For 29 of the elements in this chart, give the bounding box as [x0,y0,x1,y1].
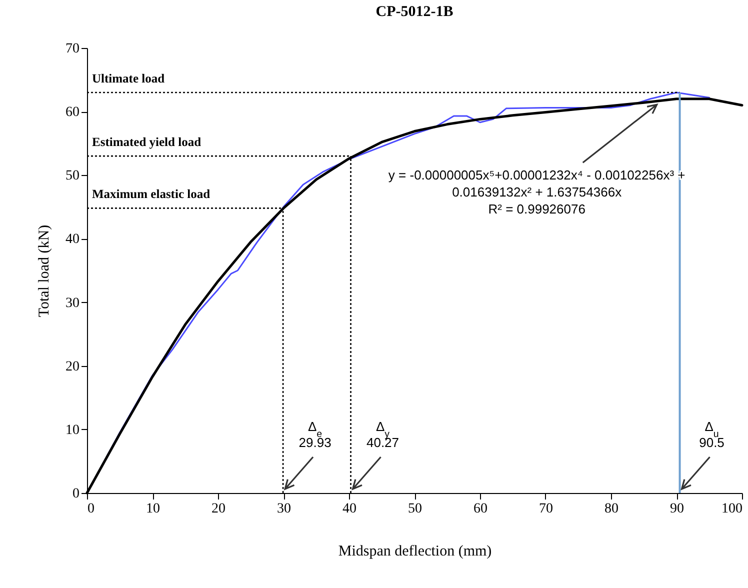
ref-line-label: Maximum elastic load [92,187,210,202]
y-tick-label: 30 [66,296,80,311]
x-tick-label: 50 [408,502,422,516]
y-tick-label: 0 [72,486,80,502]
y-tick-label: 70 [66,42,80,56]
y-tick-label: 40 [66,232,80,248]
x-tick-label: 20 [212,502,226,516]
ref-line-label: Ultimate load [92,72,165,86]
ref-line-label: Δ$_{e}$ 29.93 [298,419,332,450]
annotation: R² = 0.99926076 [488,202,586,217]
x-tick-label: 10 [146,502,160,516]
x-tick-label: 30 [277,502,291,516]
x-tick-label: 60 [474,502,488,516]
y-axis-title: Total load (kN) [36,224,52,318]
y-tick-label: 10 [66,422,80,438]
ref-line-label: Δ$_{y}$ 40.27 [366,419,400,450]
ref-line-label: Estimated yield load [92,135,202,150]
x-tick-label: 80 [604,502,618,516]
x-tick-label: 40 [342,502,356,516]
y-tick-label: 20 [66,359,80,374]
y-tick-label: 60 [66,105,80,120]
chart-title: CP-5012-1B [376,4,454,20]
x-axis-title: Midspan deflection (mm) [338,544,492,560]
y-tick-label: 50 [66,168,80,184]
ref-line-label: Δ$_{u}$ 90.5 [699,419,724,450]
x-tick-label: 100 [722,502,742,516]
x-tick-label: 90 [670,502,684,516]
x-tick-label: 70 [539,502,553,516]
x-tick-label: 0 [88,502,94,516]
